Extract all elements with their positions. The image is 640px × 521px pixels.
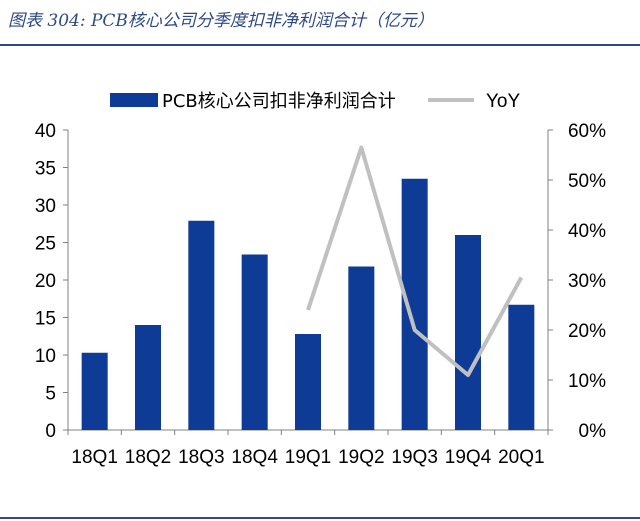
right-tick-label: 50%	[568, 171, 606, 192]
bar	[81, 352, 108, 430]
left-tick-label: 15	[35, 309, 56, 330]
bottom-rule	[0, 517, 640, 519]
left-tick-label: 5	[45, 384, 56, 405]
bar	[241, 254, 268, 430]
right-tick-label: 30%	[568, 271, 606, 292]
right-tick-label: 10%	[568, 371, 606, 392]
left-tick-label: 25	[35, 234, 56, 255]
left-tick-label: 10	[35, 346, 56, 367]
x-tick-label: 19Q4	[445, 447, 492, 468]
bar	[348, 266, 375, 430]
right-tick-label: 60%	[568, 121, 606, 142]
x-tick-label: 19Q3	[391, 447, 437, 468]
x-tick-label: 18Q4	[231, 447, 278, 468]
yoy-line	[306, 145, 524, 377]
left-tick-label: 0	[45, 421, 56, 442]
bar	[135, 325, 161, 430]
x-tick-label: 19Q2	[338, 447, 384, 468]
left-tick-label: 35	[35, 159, 56, 180]
right-tick-label: 40%	[568, 221, 606, 242]
legend-line-label: YoY	[486, 91, 520, 112]
x-tick-label: 18Q2	[125, 447, 171, 468]
left-tick-label: 40	[35, 121, 56, 142]
left-tick-label: 20	[35, 271, 56, 292]
bar	[508, 304, 535, 430]
title-rule	[0, 44, 640, 46]
figure-title: 图表 304: PCB核心公司分季度扣非净利润合计（亿元）	[8, 11, 434, 31]
x-tick-label: 19Q1	[285, 447, 331, 468]
right-tick-label: 20%	[568, 321, 606, 342]
left-tick-label: 30	[35, 196, 56, 217]
x-tick-label: 18Q1	[71, 447, 117, 468]
right-tick-label: 0%	[579, 421, 607, 442]
bar	[295, 334, 321, 430]
legend-bar-swatch	[110, 93, 158, 107]
x-tick-label: 18Q3	[178, 447, 224, 468]
x-tick-label: 20Q1	[498, 447, 544, 468]
legend-bar-label: PCB核心公司扣非净利润合计	[162, 91, 396, 112]
bar	[188, 220, 215, 430]
bar	[455, 235, 481, 430]
